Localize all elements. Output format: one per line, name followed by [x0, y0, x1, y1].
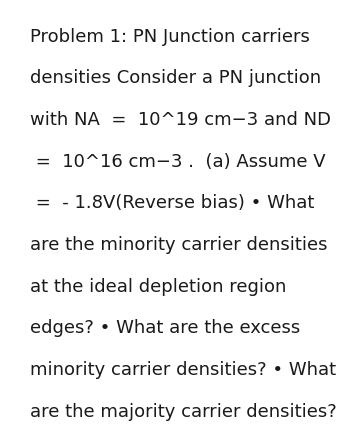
- Text: are the majority carrier densities?: are the majority carrier densities?: [30, 402, 336, 420]
- Text: densities Consider a PN junction: densities Consider a PN junction: [30, 69, 321, 87]
- Text: Problem 1: PN Junction carriers: Problem 1: PN Junction carriers: [30, 28, 310, 46]
- Text: =  - 1.8V(Reverse bias) • What: = - 1.8V(Reverse bias) • What: [30, 194, 314, 212]
- Text: are the minority carrier densities: are the minority carrier densities: [30, 235, 327, 253]
- Text: =  10^16 cm−3 .  (a) Assume V: = 10^16 cm−3 . (a) Assume V: [30, 152, 326, 170]
- Text: edges? • What are the excess: edges? • What are the excess: [30, 319, 300, 337]
- Text: with NA  =  10^19 cm−3 and ND: with NA = 10^19 cm−3 and ND: [30, 111, 331, 129]
- Text: at the ideal depletion region: at the ideal depletion region: [30, 277, 286, 295]
- Text: minority carrier densities? • What: minority carrier densities? • What: [30, 360, 336, 378]
